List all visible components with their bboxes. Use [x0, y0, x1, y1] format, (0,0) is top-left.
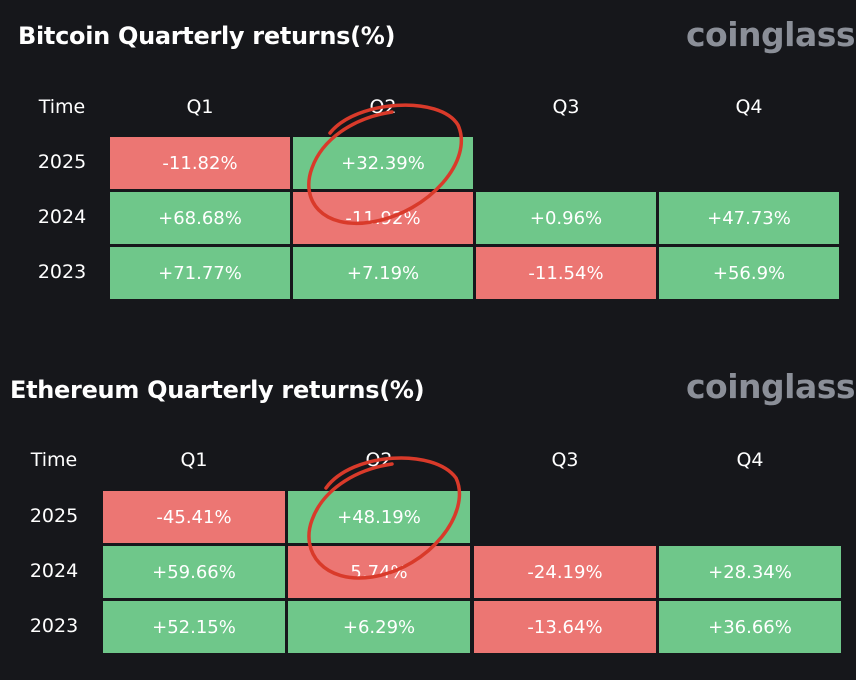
row-label: 2025 — [29, 505, 79, 527]
return-cell: 5.74% — [288, 546, 470, 598]
column-header: Q4 — [735, 96, 763, 118]
return-cell: -45.41% — [103, 491, 285, 543]
corner-label: Time — [30, 449, 78, 471]
row-label: 2025 — [37, 151, 87, 173]
return-cell: -11.82% — [110, 137, 290, 189]
return-cell: -24.19% — [474, 546, 656, 598]
return-cell: -11.54% — [476, 247, 656, 299]
return-cell: +36.66% — [659, 601, 841, 653]
return-cell: +56.9% — [659, 247, 839, 299]
chart-title: Bitcoin Quarterly returns(%) — [18, 22, 396, 50]
row-label: 2024 — [29, 560, 79, 582]
return-cell: +47.73% — [659, 192, 839, 244]
column-header: Q4 — [736, 449, 764, 471]
return-cell: +71.77% — [110, 247, 290, 299]
row-label: 2024 — [37, 206, 87, 228]
corner-label: Time — [38, 96, 86, 118]
return-cell: -13.64% — [474, 601, 656, 653]
column-header: Q3 — [551, 449, 579, 471]
return-cell: +6.29% — [288, 601, 470, 653]
return-cell: +0.96% — [476, 192, 656, 244]
return-cell: +28.34% — [659, 546, 841, 598]
row-label: 2023 — [29, 615, 79, 637]
brand-logo: coinglass — [686, 15, 856, 54]
brand-logo: coinglass — [686, 367, 856, 406]
return-cell: +7.19% — [293, 247, 473, 299]
column-header: Q1 — [186, 96, 214, 118]
column-header: Q1 — [180, 449, 208, 471]
return-cell: +48.19% — [288, 491, 470, 543]
column-header: Q2 — [365, 449, 393, 471]
column-header: Q3 — [552, 96, 580, 118]
return-cell: +52.15% — [103, 601, 285, 653]
return-cell: +68.68% — [110, 192, 290, 244]
row-label: 2023 — [37, 261, 87, 283]
return-cell: +59.66% — [103, 546, 285, 598]
chart-title: Ethereum Quarterly returns(%) — [10, 376, 425, 404]
